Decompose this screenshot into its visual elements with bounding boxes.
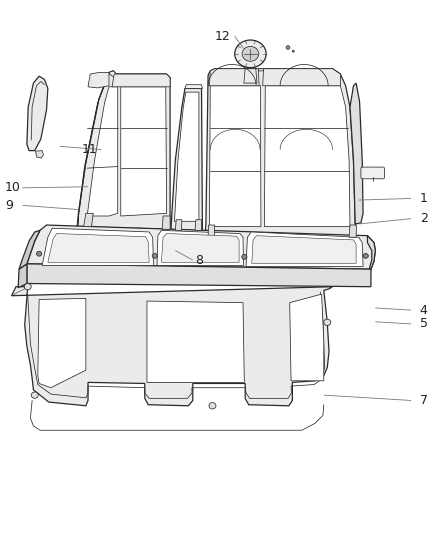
Text: 8: 8 [195,254,203,266]
Text: 11: 11 [81,143,97,156]
Ellipse shape [292,50,294,52]
Ellipse shape [31,392,38,398]
Polygon shape [27,225,375,269]
Polygon shape [77,71,170,229]
Polygon shape [171,88,202,230]
Ellipse shape [235,40,266,68]
Polygon shape [162,216,170,229]
Polygon shape [210,69,340,74]
Polygon shape [84,213,93,227]
Polygon shape [87,87,118,216]
Polygon shape [263,69,340,86]
Polygon shape [161,233,239,262]
Polygon shape [147,301,244,382]
Polygon shape [209,69,259,86]
Polygon shape [175,220,182,230]
Polygon shape [209,86,261,227]
Polygon shape [185,85,202,88]
Text: 12: 12 [215,30,230,43]
Text: 9: 9 [5,199,13,212]
Polygon shape [38,298,86,387]
Text: 10: 10 [5,181,21,195]
Polygon shape [208,225,215,237]
Polygon shape [48,233,149,262]
Polygon shape [109,71,170,78]
Polygon shape [27,264,371,287]
Polygon shape [121,87,166,216]
Polygon shape [88,72,109,88]
Polygon shape [27,76,48,151]
Text: 4: 4 [420,304,428,317]
Ellipse shape [24,284,31,290]
Polygon shape [252,236,356,263]
Ellipse shape [324,319,331,326]
Polygon shape [77,71,113,227]
Polygon shape [19,230,40,269]
Polygon shape [112,74,170,87]
Ellipse shape [242,255,247,260]
Polygon shape [12,287,332,406]
FancyBboxPatch shape [361,167,385,179]
Polygon shape [205,69,355,237]
Ellipse shape [152,254,157,259]
Polygon shape [42,228,153,265]
Polygon shape [35,151,43,158]
Ellipse shape [242,46,259,61]
Ellipse shape [286,46,290,50]
Polygon shape [350,83,363,224]
Polygon shape [174,92,199,221]
Polygon shape [367,236,375,269]
Text: 7: 7 [420,394,428,407]
Ellipse shape [363,254,368,259]
Ellipse shape [36,252,42,256]
Text: 5: 5 [420,318,428,330]
Polygon shape [157,230,244,265]
Polygon shape [265,86,350,227]
Text: 2: 2 [420,212,428,225]
Polygon shape [195,220,201,230]
Polygon shape [290,294,324,381]
Ellipse shape [209,402,216,409]
Polygon shape [246,232,363,266]
Polygon shape [349,225,357,237]
Polygon shape [18,264,27,288]
Text: 1: 1 [420,192,428,205]
